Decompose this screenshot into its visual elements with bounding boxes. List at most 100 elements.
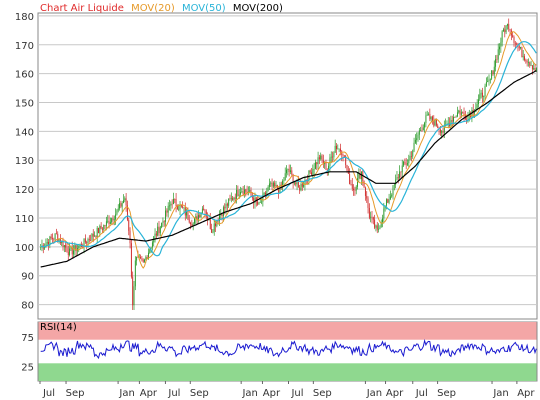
candle-body bbox=[270, 182, 272, 184]
candle-body bbox=[137, 256, 139, 258]
candle-body bbox=[142, 259, 144, 262]
candle-body bbox=[384, 205, 386, 209]
candle-body bbox=[91, 233, 93, 241]
candle-body bbox=[161, 222, 163, 228]
candle-body bbox=[121, 203, 123, 207]
x-tick-label: Jan bbox=[118, 388, 134, 399]
price-y-tick-label: 100 bbox=[15, 243, 34, 254]
candle-body bbox=[435, 119, 437, 126]
candle-body bbox=[441, 131, 443, 133]
candle-body bbox=[495, 59, 497, 67]
candle-body bbox=[421, 130, 423, 131]
candle-body bbox=[387, 199, 389, 203]
candle-body bbox=[120, 203, 122, 207]
legend-mov20: MOV(20) bbox=[131, 3, 175, 14]
rsi-line bbox=[40, 338, 537, 360]
candle-body bbox=[101, 228, 103, 230]
candle-body bbox=[337, 148, 339, 150]
candle-body bbox=[150, 247, 152, 250]
rsi-oversold-band bbox=[38, 363, 537, 381]
candle-body bbox=[357, 178, 358, 187]
candle-body bbox=[228, 198, 230, 206]
candle-body bbox=[418, 130, 420, 135]
candle-body bbox=[376, 225, 378, 230]
candle-body bbox=[52, 238, 53, 239]
candle-body bbox=[84, 238, 86, 243]
candle-body bbox=[487, 80, 489, 83]
x-axis: Jul Sep Jan Apr Jul Sep Jan Apr Jul Sep Jan Apr Jul S… bbox=[39, 381, 535, 399]
candle-body bbox=[88, 239, 90, 241]
candle-body bbox=[391, 195, 393, 197]
candle-body bbox=[112, 218, 114, 221]
candle-body bbox=[491, 70, 493, 79]
candle-body bbox=[190, 222, 192, 224]
candle-body bbox=[305, 179, 307, 181]
candle-body bbox=[180, 205, 182, 207]
candle-body bbox=[439, 129, 441, 133]
candle-body bbox=[224, 207, 226, 209]
candle-body bbox=[367, 198, 369, 208]
candle-body bbox=[518, 45, 520, 49]
candle-body bbox=[388, 199, 390, 203]
candle-body bbox=[304, 179, 306, 185]
candle-body bbox=[288, 168, 290, 172]
candle-body bbox=[69, 248, 71, 256]
candle-body bbox=[132, 276, 134, 306]
rsi-bands bbox=[38, 322, 537, 381]
candle-body bbox=[201, 208, 203, 213]
x-tick-label: Sep bbox=[437, 388, 456, 399]
candle-body bbox=[330, 156, 332, 158]
candle-body bbox=[141, 258, 143, 260]
candle-body bbox=[484, 85, 486, 97]
candle-body bbox=[370, 216, 372, 218]
candle-body bbox=[451, 120, 453, 122]
candle-body bbox=[485, 82, 487, 86]
candle-body bbox=[333, 152, 335, 158]
x-tick-label: Jul bbox=[42, 388, 55, 399]
candle-body bbox=[295, 182, 297, 185]
candle-body bbox=[117, 208, 119, 211]
candle-body bbox=[203, 208, 205, 211]
price-y-tick-label: 150 bbox=[15, 98, 34, 109]
candle-body bbox=[130, 243, 132, 277]
candle-body bbox=[453, 117, 454, 122]
candle-body bbox=[166, 210, 168, 213]
candle-body bbox=[505, 25, 507, 33]
candle-body bbox=[514, 43, 516, 44]
candle-body bbox=[526, 61, 528, 63]
candle-body bbox=[46, 241, 48, 244]
candle-body bbox=[87, 239, 89, 244]
candle-body bbox=[157, 226, 159, 236]
candle-body bbox=[226, 203, 228, 206]
candle-body bbox=[282, 180, 284, 186]
candle-body bbox=[217, 220, 219, 222]
candle-body bbox=[107, 220, 109, 222]
candle-body bbox=[363, 181, 365, 188]
candle-body bbox=[399, 171, 401, 178]
candle-body bbox=[115, 214, 117, 220]
candle-body bbox=[145, 257, 147, 260]
candle-body bbox=[328, 165, 330, 171]
candle-body bbox=[497, 49, 499, 60]
candle-body bbox=[241, 191, 243, 192]
candle-body bbox=[75, 244, 77, 252]
candle-body bbox=[397, 177, 399, 178]
candle-body bbox=[371, 216, 373, 218]
candle-body bbox=[197, 215, 199, 221]
candle-body bbox=[267, 186, 269, 192]
candle-body bbox=[400, 171, 402, 173]
candle-body bbox=[492, 70, 494, 75]
candle-body bbox=[525, 60, 527, 62]
candle-body bbox=[255, 197, 257, 202]
rsi-y-ticks: 25 75 bbox=[21, 333, 34, 374]
candle-body bbox=[366, 195, 368, 199]
candle-body bbox=[176, 206, 178, 210]
candle-body bbox=[57, 233, 59, 241]
candle-body bbox=[136, 256, 138, 261]
candle-body bbox=[246, 191, 248, 193]
candle-body bbox=[297, 182, 299, 188]
candle-body bbox=[488, 79, 490, 81]
candle-body bbox=[321, 155, 323, 161]
candle-body bbox=[372, 217, 374, 220]
